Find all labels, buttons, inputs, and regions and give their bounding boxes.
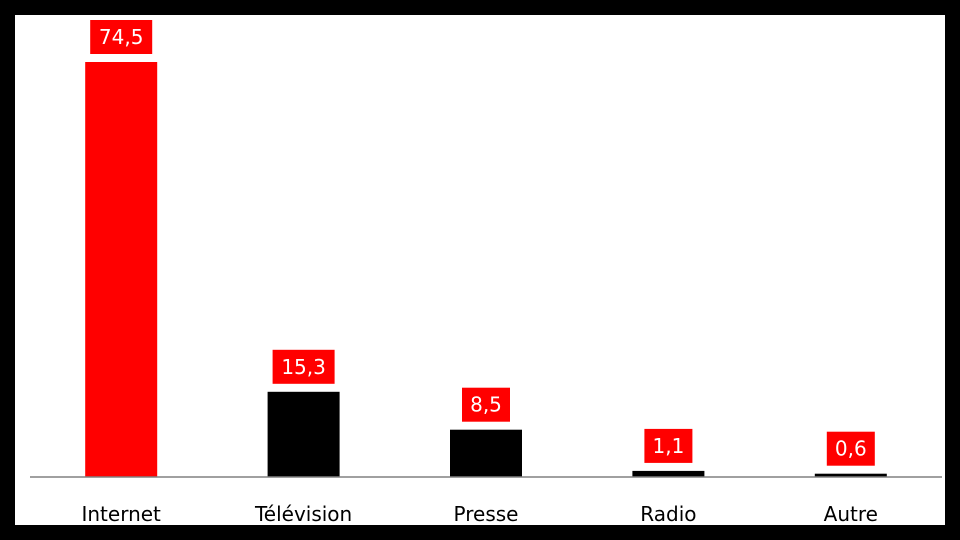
- bar-radio: [632, 470, 705, 477]
- data-label: 15,3: [272, 349, 335, 384]
- bar-internet: [85, 62, 158, 477]
- data-label-text: 8,5: [470, 393, 502, 417]
- bars-layer: [85, 62, 887, 477]
- data-label-box: [272, 349, 335, 384]
- data-label: 1,1: [644, 428, 693, 463]
- category-label: Télévision: [254, 502, 352, 526]
- data-label-text: 74,5: [99, 25, 144, 49]
- bar-television: [267, 391, 340, 477]
- categories-layer: Internet Télévision Presse Radio Autre: [81, 502, 877, 526]
- data-label: 8,5: [462, 387, 510, 422]
- data-label: 74,5: [90, 20, 153, 54]
- bar-autre: [814, 473, 887, 477]
- data-label-box: [826, 431, 875, 466]
- category-axis-area: [15, 475, 945, 525]
- category-label: Internet: [81, 502, 161, 526]
- category-label: Presse: [454, 502, 519, 526]
- data-label-box: [462, 387, 510, 422]
- category-label: Radio: [640, 502, 696, 526]
- data-label-text: 1,1: [652, 434, 684, 458]
- data-label-box: [90, 20, 153, 54]
- data-label-box: [644, 428, 693, 463]
- data-label-text: 15,3: [281, 355, 326, 379]
- bar-presse: [450, 429, 522, 477]
- category-label: Autre: [824, 502, 878, 526]
- data-label: 0,6: [826, 431, 875, 466]
- data-label-text: 0,6: [835, 437, 867, 461]
- labels-layer: 74,5 15,3 8,5 1,1 0,6: [90, 20, 875, 466]
